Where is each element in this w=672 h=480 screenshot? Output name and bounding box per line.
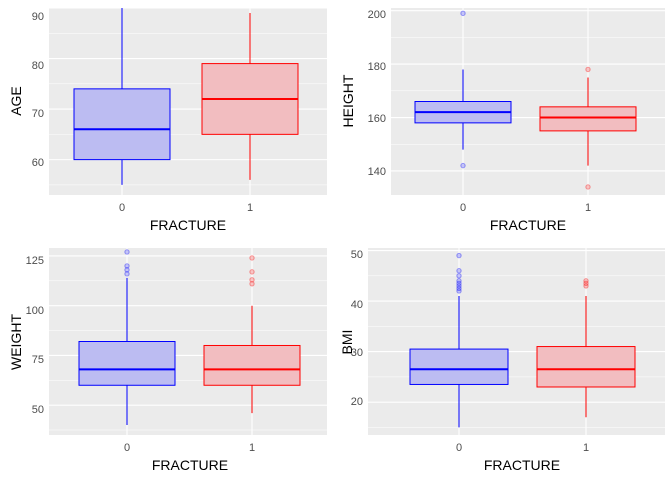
outlier-point (249, 281, 255, 287)
box-iqr (203, 344, 301, 386)
x-tick-label: 1 (583, 442, 589, 454)
x-axis-title: FRACTURE (150, 217, 226, 233)
x-axis-title: FRACTURE (484, 457, 560, 473)
y-tick-label: 100 (26, 305, 44, 317)
x-axis-title: FRACTURE (490, 217, 566, 233)
x-axis-title: FRACTURE (152, 457, 228, 473)
outlier-point (585, 184, 591, 190)
x-tick-label: 1 (585, 202, 591, 214)
y-axis-title: HEIGHT (340, 74, 356, 127)
outlier-point (456, 285, 462, 292)
y-axis-title: AGE (8, 86, 24, 116)
y-tick-label: 80 (32, 60, 44, 72)
y-tick-label: 180 (368, 61, 386, 73)
outlier-point (456, 278, 462, 284)
x-tick-label: 1 (247, 202, 253, 214)
outlier-point (456, 268, 462, 274)
panel-age: 90 80 70 60 0 1 FRACTURE AGE (8, 7, 327, 233)
outlier-point (456, 288, 462, 294)
box-iqr (409, 348, 509, 385)
plot-area (49, 7, 327, 195)
plot-area (368, 248, 665, 435)
y-tick-label: 90 (32, 11, 44, 23)
outlier-point (124, 271, 130, 277)
x-tick-label: 0 (460, 202, 466, 214)
outlier-point (456, 280, 462, 287)
outlier-point (460, 162, 466, 169)
panel-height: 200 180 160 140 0 1 FRACTURE HEIGHT (340, 8, 665, 233)
outlier-point (585, 66, 591, 73)
outlier-point (456, 283, 462, 289)
box-iqr (78, 341, 176, 386)
x-tick-label: 0 (119, 202, 125, 214)
y-axis-title: BMI (339, 330, 355, 355)
y-tick-label: 40 (351, 299, 363, 311)
y-tick-label: 30 (351, 347, 363, 359)
panel-weight: 125 100 75 50 0 1 FRACTURE WEIGHT (8, 248, 327, 473)
outlier-point (583, 278, 589, 284)
outlier-point (124, 267, 130, 273)
outlier-point (460, 10, 466, 17)
outlier-point (249, 255, 255, 261)
outlier-point (249, 277, 255, 283)
x-tick-label: 1 (249, 442, 255, 454)
panel-bmi: 50 40 30 20 0 1 FRACTURE BMI (339, 248, 665, 473)
box-iqr (73, 88, 171, 161)
y-tick-label: 70 (32, 108, 44, 120)
outlier-point (124, 249, 130, 255)
y-tick-label: 75 (32, 354, 44, 366)
y-tick-label: 60 (32, 157, 44, 169)
panel-background (368, 248, 665, 435)
x-tick-label: 0 (124, 442, 130, 454)
outlier-point (456, 252, 462, 259)
outlier-point (583, 280, 589, 287)
y-tick-label: 160 (368, 113, 386, 125)
outlier-point (456, 273, 462, 279)
y-tick-label: 50 (32, 404, 44, 416)
y-tick-label: 140 (368, 166, 386, 178)
box-iqr (539, 106, 637, 132)
y-tick-label: 125 (26, 255, 44, 267)
x-tick-label: 0 (456, 442, 462, 454)
y-tick-label: 50 (351, 249, 363, 261)
y-axis-title: WEIGHT (8, 314, 24, 370)
y-tick-label: 200 (368, 9, 386, 21)
outlier-point (124, 263, 130, 269)
box-iqr (536, 346, 636, 388)
y-tick-label: 20 (351, 396, 363, 408)
outlier-point (583, 283, 589, 289)
outlier-point (249, 269, 255, 275)
plot-area (391, 8, 665, 195)
plot-area (49, 248, 327, 435)
